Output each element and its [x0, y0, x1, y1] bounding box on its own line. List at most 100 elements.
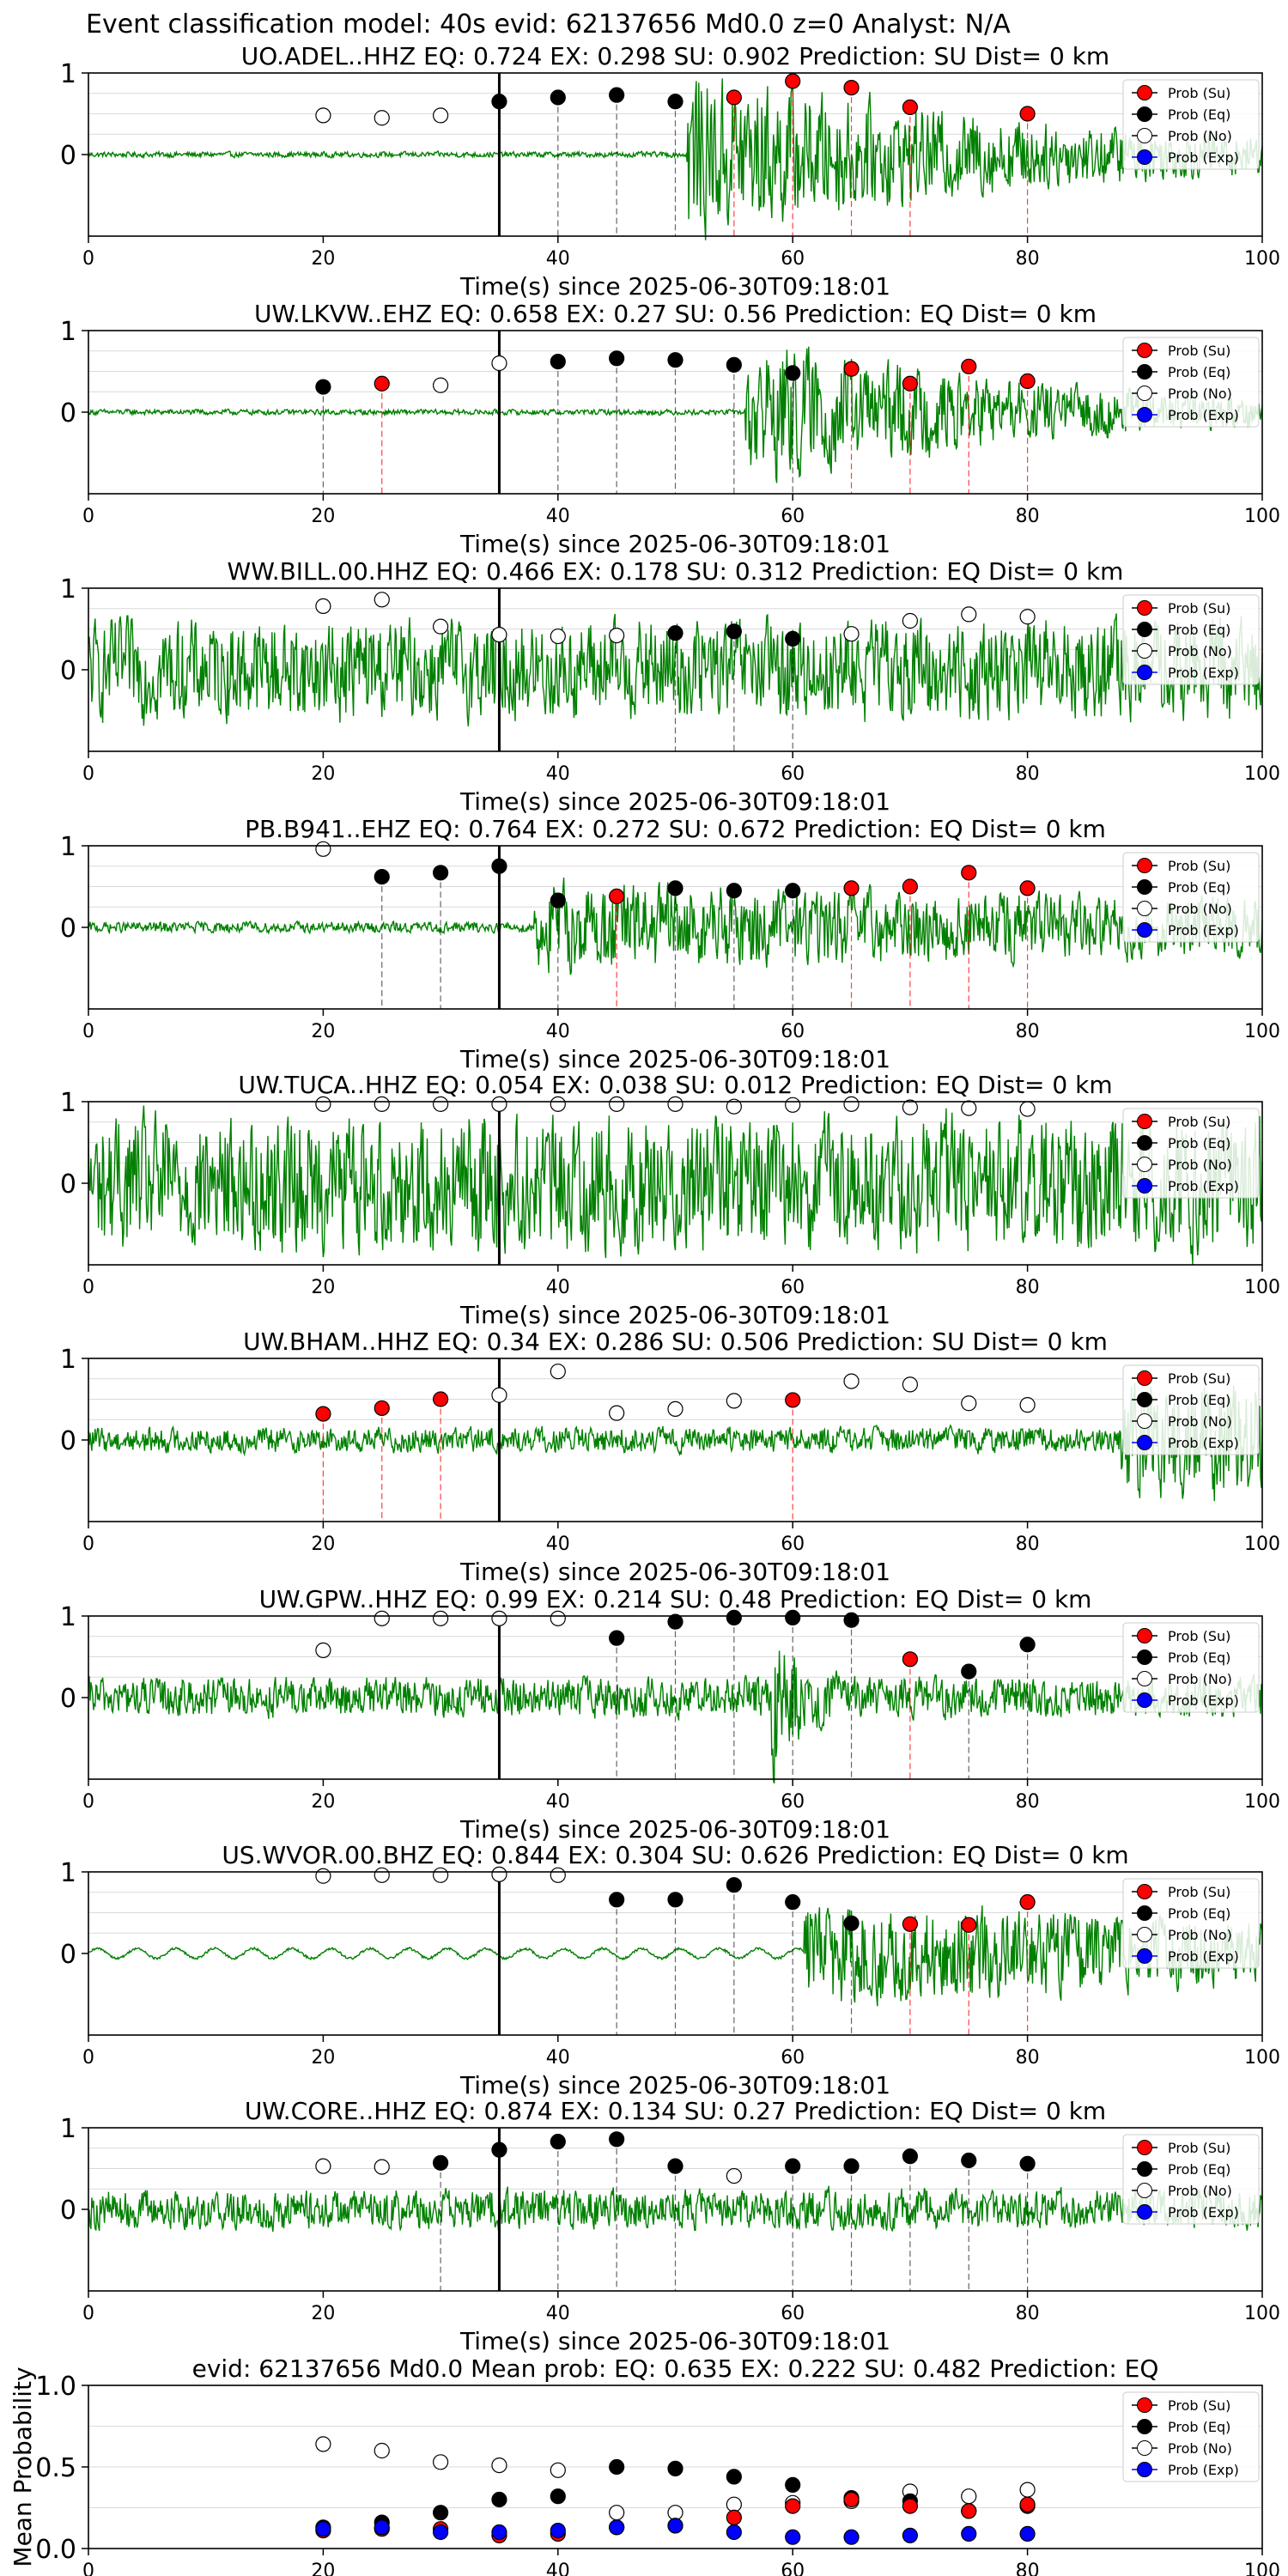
legend-marker-no	[1137, 1157, 1152, 1172]
prob-point-no	[550, 1364, 566, 1380]
prob-point-no	[609, 1405, 625, 1421]
mean-point-exp	[1019, 2525, 1036, 2542]
x-tick-label: 60	[781, 2303, 805, 2324]
prob-point-no	[961, 1395, 977, 1412]
legend-label: Prob (No)	[1168, 1157, 1232, 1173]
x-tick-label: 40	[546, 1021, 570, 1042]
legend-label: Prob (Su)	[1168, 1114, 1230, 1130]
legend-marker-no	[1137, 1927, 1152, 1942]
prob-point-no	[726, 2167, 742, 2184]
prob-point-eq	[667, 880, 683, 896]
mean-point-su	[785, 2498, 801, 2514]
prob-point-su	[726, 89, 742, 106]
panel-title: UW.BHAM..HHZ EQ: 0.34 EX: 0.286 SU: 0.50…	[243, 1327, 1108, 1356]
legend-marker-exp	[1137, 1178, 1152, 1194]
legend-label: Prob (No)	[1168, 1413, 1232, 1430]
legend-marker-su	[1137, 1114, 1152, 1129]
legend-box	[1122, 1622, 1260, 1713]
legend-marker-su	[1137, 600, 1152, 616]
panel-pb-b941-ehz: PB.B941..EHZ EQ: 0.764 EX: 0.272 SU: 0.6…	[60, 815, 1280, 1073]
y-tick-label: 0	[60, 141, 76, 171]
x-tick-label: 40	[546, 2047, 570, 2069]
x-axis-label: Time(s) since 2025-06-30T09:18:01	[459, 530, 890, 558]
mean-point-exp	[902, 2527, 919, 2543]
prob-point-no	[550, 628, 566, 645]
panel-us-wvor-00-bhz: US.WVOR.00.BHZ EQ: 0.844 EX: 0.304 SU: 0…	[60, 1841, 1280, 2099]
axes-frame	[88, 1615, 1263, 1780]
x-axis-label: Time(s) since 2025-06-30T09:18:01	[459, 272, 890, 301]
x-axis-label: Time(s) since 2025-06-30T09:18:01	[459, 787, 890, 816]
legend-marker-no	[1137, 643, 1152, 659]
mean-point-exp	[550, 2523, 566, 2539]
prob-point-no	[785, 1097, 801, 1113]
legend-marker-exp	[1137, 149, 1152, 165]
prob-point-no	[432, 618, 449, 635]
y-tick-label: 1	[60, 2114, 76, 2144]
x-tick-label: 60	[781, 1021, 805, 1042]
prob-point-no	[315, 1642, 331, 1659]
prob-point-eq	[550, 2134, 566, 2150]
legend-marker-su	[1137, 343, 1152, 358]
legend-marker-eq	[1137, 1135, 1152, 1151]
legend-label: Prob (Eq)	[1168, 106, 1230, 123]
legend-marker-eq	[1137, 622, 1152, 637]
mean-point-eq	[491, 2491, 507, 2508]
legend-marker-su	[1137, 2140, 1152, 2155]
legend-box	[1122, 1878, 1260, 1969]
prob-point-eq	[550, 892, 566, 908]
x-tick-label: 0	[82, 2303, 94, 2324]
mean-point-exp	[432, 2524, 449, 2541]
prob-point-su	[843, 880, 860, 896]
prob-point-no	[1019, 1397, 1036, 1413]
prob-point-eq	[550, 354, 566, 370]
prob-point-eq	[609, 1892, 625, 1908]
prob-point-no	[550, 1867, 566, 1883]
x-tick-label: 60	[781, 2561, 805, 2576]
panel-uw-gpw-hhz: UW.GPW..HHZ EQ: 0.99 EX: 0.214 SU: 0.48 …	[60, 1585, 1280, 1844]
panel-title: UO.ADEL..HHZ EQ: 0.724 EX: 0.298 SU: 0.9…	[241, 42, 1109, 70]
prob-point-no	[491, 1096, 507, 1112]
legend-label: Prob (No)	[1168, 386, 1232, 402]
legend-label: Prob (Su)	[1168, 600, 1230, 617]
legend-label: Prob (Su)	[1168, 1370, 1230, 1387]
x-tick-label: 40	[546, 1277, 570, 1298]
prob-point-eq	[785, 1894, 801, 1911]
mean-point-eq	[432, 2505, 449, 2521]
prob-point-su	[374, 375, 390, 392]
x-tick-label: 80	[1016, 2047, 1040, 2069]
x-axis-label: Time(s) since 2025-06-30T09:18:01	[459, 1558, 890, 1586]
prob-point-eq	[726, 356, 742, 373]
prob-point-su	[843, 361, 860, 377]
x-tick-label: 60	[781, 1534, 805, 1555]
axes-frame	[88, 587, 1263, 752]
legend-marker-eq	[1137, 2419, 1152, 2434]
legend-label: Prob (Eq)	[1168, 2161, 1230, 2178]
x-axis-label: Time(s) since 2025-06-30T09:18:01	[459, 1815, 890, 1844]
prob-point-eq	[374, 868, 390, 885]
mean-point-no	[315, 2436, 331, 2452]
mean-point-no	[550, 2462, 566, 2478]
prob-point-su	[902, 99, 919, 116]
panel-title: UW.LKVW..EHZ EQ: 0.658 EX: 0.27 SU: 0.56…	[254, 300, 1097, 328]
mean-point-su	[1019, 2496, 1036, 2512]
mean-point-su	[726, 2509, 742, 2525]
legend-label: Prob (No)	[1168, 128, 1232, 144]
mean-point-exp	[609, 2519, 625, 2536]
legend-label: Prob (Su)	[1168, 85, 1230, 101]
panel-title: UW.TUCA..HHZ EQ: 0.054 EX: 0.038 SU: 0.0…	[238, 1071, 1112, 1099]
x-tick-label: 20	[311, 2303, 335, 2324]
mean-point-eq	[609, 2458, 625, 2476]
y-tick-label: 1	[60, 59, 76, 89]
prob-point-no	[432, 107, 449, 124]
mean-point-eq	[785, 2476, 801, 2493]
x-tick-label: 0	[82, 1021, 94, 1042]
mean-point-eq	[550, 2488, 566, 2505]
panel-title: UW.CORE..HHZ EQ: 0.874 EX: 0.134 SU: 0.2…	[245, 2097, 1106, 2125]
legend-label: Prob (Su)	[1168, 1628, 1230, 1644]
prob-point-eq	[667, 2158, 683, 2174]
legend-label: Prob (Exp)	[1168, 1435, 1239, 1451]
prob-point-su	[902, 1916, 919, 1932]
prob-point-no	[315, 1096, 331, 1112]
panel-uw-core-hhz: UW.CORE..HHZ EQ: 0.874 EX: 0.134 SU: 0.2…	[60, 2097, 1280, 2355]
mean-point-eq	[726, 2469, 742, 2485]
